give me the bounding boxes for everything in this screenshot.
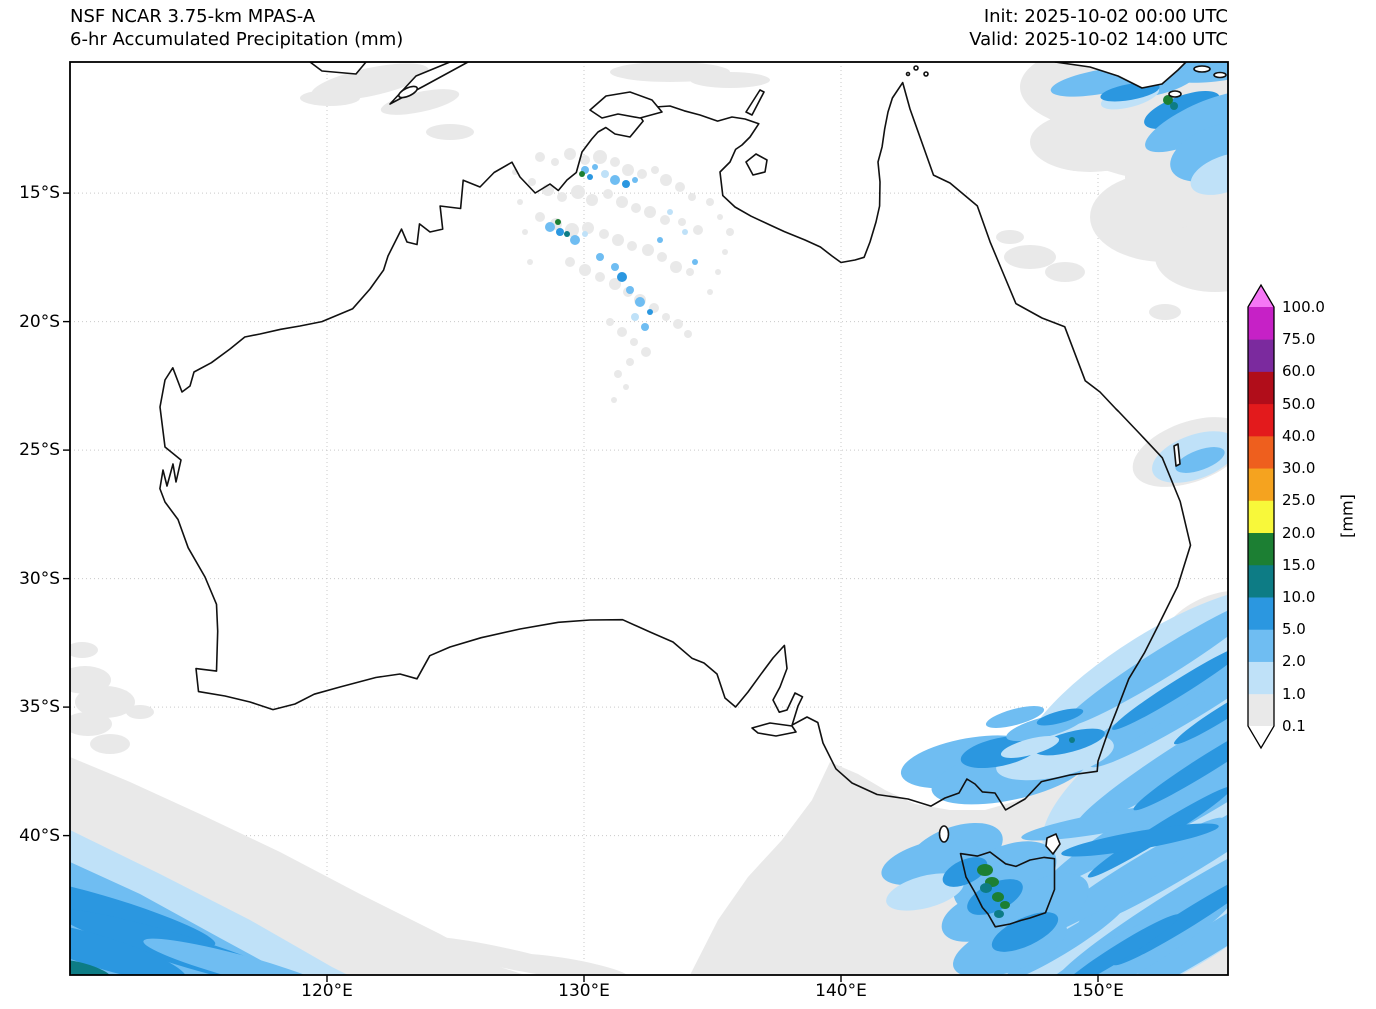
colorbar-tick-20: 20.0 (1282, 524, 1316, 542)
y-tick-15s: 15°S (19, 183, 60, 203)
y-tick-35s: 35°S (19, 697, 60, 717)
x-tick-130e: 130°E (558, 981, 610, 1001)
colorbar-tick-40: 40.0 (1282, 427, 1316, 445)
colorbar-tick-15: 15.0 (1282, 556, 1316, 574)
colorbar-tick-0p1: 0.1 (1282, 717, 1306, 735)
y-tick-30s: 30°S (19, 569, 60, 589)
tasmania-coastline (959, 851, 1056, 928)
colorbar-tick-60: 60.0 (1282, 362, 1316, 380)
colorbar-outline (1247, 283, 1275, 750)
australia-coastline (159, 81, 1192, 811)
colorbar-tick-50: 50.0 (1282, 395, 1316, 413)
colorbar-tick-5: 5.0 (1282, 620, 1306, 638)
colorbar (1248, 285, 1274, 748)
y-tick-20s: 20°S (19, 312, 60, 332)
colorbar-tick-30: 30.0 (1282, 459, 1316, 477)
colorbar-unit-label: [mm] (1337, 494, 1357, 538)
plot-frame (63, 61, 1229, 982)
island-coastlines (309, 62, 1227, 855)
y-tick-40s: 40°S (19, 826, 60, 846)
colorbar-tick-25: 25.0 (1282, 491, 1316, 509)
product-title: 6-hr Accumulated Precipitation (mm) (70, 29, 404, 50)
x-tick-120e: 120°E (301, 981, 353, 1001)
x-tick-140e: 140°E (815, 981, 867, 1001)
y-tick-25s: 25°S (19, 440, 60, 460)
model-title: NSF NCAR 3.75-km MPAS-A (70, 6, 316, 27)
x-tick-150e: 150°E (1072, 981, 1124, 1001)
colorbar-tick-75: 75.0 (1282, 330, 1316, 348)
colorbar-tick-2: 2.0 (1282, 652, 1306, 670)
colorbar-tick-1: 1.0 (1282, 685, 1306, 703)
colorbar-tick-100: 100.0 (1282, 298, 1325, 316)
valid-time: Valid: 2025-10-02 14:00 UTC (969, 29, 1228, 50)
init-time: Init: 2025-10-02 00:00 UTC (983, 6, 1228, 27)
precip-blue-layer (70, 62, 1228, 975)
colorbar-tick-10: 10.0 (1282, 588, 1316, 606)
